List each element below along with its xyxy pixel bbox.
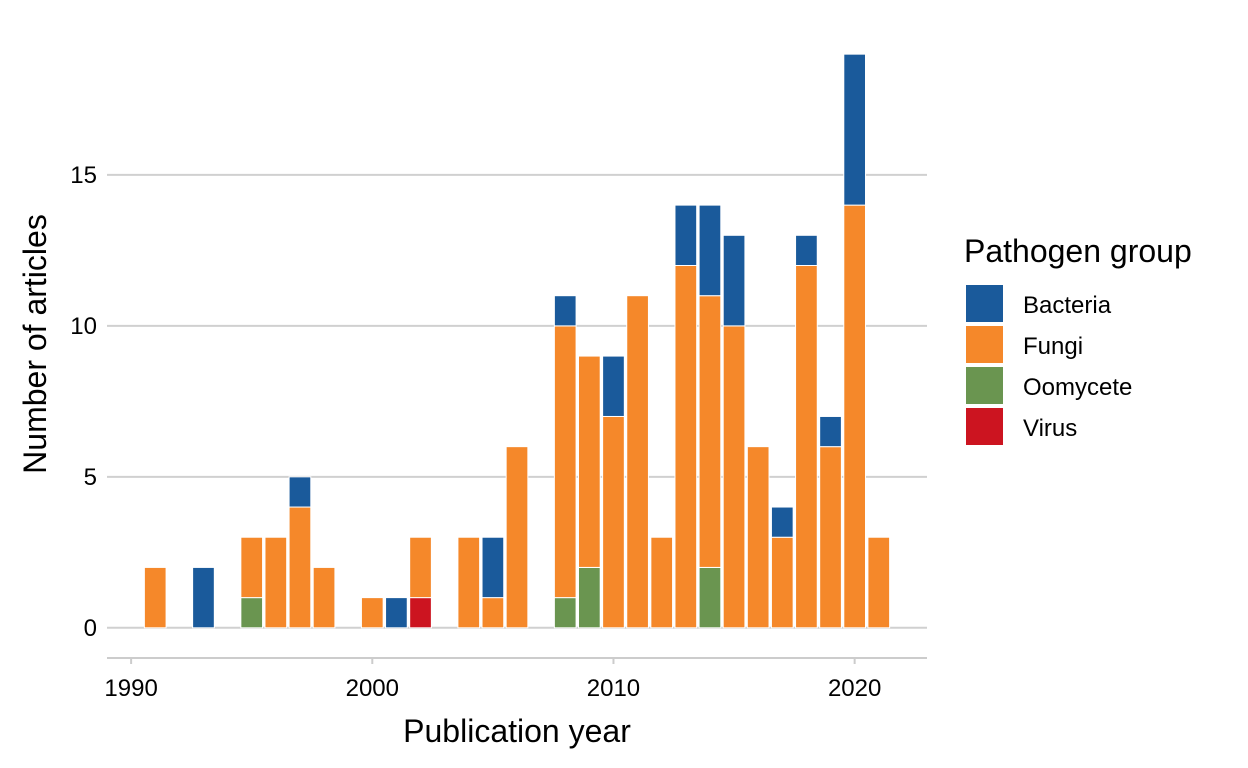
bar-fungi-2020 — [843, 204, 867, 629]
legend-label-fungi: Fungi — [1023, 333, 1083, 360]
bar-fungi-2004 — [457, 536, 481, 629]
bar-fungi-2012 — [650, 536, 674, 629]
bar-bacteria-2014 — [698, 204, 722, 297]
bar-fungi-2008 — [553, 325, 577, 599]
bar-fungi-2009 — [578, 355, 601, 568]
bar-bacteria-2015 — [722, 234, 746, 327]
x-tick-label: 1990 — [104, 675, 157, 702]
bar-fungi-2006 — [505, 446, 529, 629]
x-axis: 1990 2000 2010 2020 — [104, 657, 927, 702]
legend-label-oomycete: Oomycete — [1023, 374, 1132, 401]
x-tick-label: 2010 — [587, 675, 640, 702]
legend-label-bacteria: Bacteria — [1023, 292, 1112, 319]
bar-fungi-2014 — [698, 295, 722, 568]
bar-fungi-2010 — [602, 415, 625, 629]
bar-bacteria-2001 — [385, 597, 408, 629]
legend-swatch-fungi — [966, 326, 1003, 363]
bar-bacteria-2018 — [795, 234, 818, 267]
bar-fungi-2000 — [360, 597, 384, 629]
bar-oomycete-2014 — [698, 566, 722, 629]
y-tick-label: 5 — [84, 464, 97, 491]
legend-title: Pathogen group — [964, 233, 1192, 269]
x-tick-label: 2020 — [828, 675, 881, 702]
bar-bacteria-1993 — [192, 566, 215, 629]
y-axis-title: Number of articles — [17, 214, 53, 474]
bar-fungi-2018 — [795, 265, 818, 629]
legend-swatch-oomycete — [966, 367, 1003, 404]
bar-fungi-1991 — [143, 566, 167, 629]
bar-bacteria-2017 — [770, 506, 794, 538]
bar-virus-2002 — [409, 597, 432, 629]
y-tick-label: 10 — [70, 313, 97, 340]
bar-fungi-2011 — [626, 295, 649, 629]
bar-fungi-2002 — [409, 536, 432, 599]
bar-fungi-2021 — [867, 536, 891, 629]
bar-bacteria-2013 — [674, 204, 698, 267]
bar-oomycete-2009 — [578, 566, 601, 629]
legend: Pathogen group Bacteria Fungi Oomycete Viru… — [964, 233, 1192, 445]
bar-fungi-2015 — [722, 325, 746, 629]
legend-swatch-bacteria — [966, 285, 1003, 322]
x-axis-title: Publication year — [403, 713, 631, 749]
bar-bacteria-1997 — [288, 476, 312, 508]
bar-oomycete-2008 — [553, 597, 577, 629]
bar-fungi-2017 — [770, 536, 794, 629]
bar-fungi-1996 — [264, 536, 288, 629]
bar-bacteria-2010 — [602, 355, 625, 417]
y-tick-label: 15 — [70, 162, 97, 189]
y-tick-label: 0 — [84, 615, 97, 642]
bar-fungi-2005 — [481, 597, 505, 629]
bar-fungi-1997 — [288, 506, 312, 629]
legend-swatch-virus — [966, 408, 1003, 445]
y-axis: 0 5 10 15 — [70, 162, 97, 642]
bar-oomycete-1995 — [240, 597, 264, 629]
bar-bacteria-2019 — [819, 415, 842, 448]
bar-fungi-1995 — [240, 536, 264, 599]
legend-label-virus: Virus — [1023, 415, 1077, 442]
bar-bacteria-2005 — [481, 536, 505, 599]
x-tick-label: 2000 — [346, 675, 399, 702]
bar-fungi-2013 — [674, 265, 698, 629]
bar-fungi-1998 — [312, 566, 336, 629]
bar-fungi-2019 — [819, 446, 842, 629]
bar-bacteria-2008 — [553, 295, 577, 327]
bars — [143, 53, 891, 629]
bar-bacteria-2020 — [843, 53, 867, 206]
bar-fungi-2016 — [746, 446, 770, 629]
